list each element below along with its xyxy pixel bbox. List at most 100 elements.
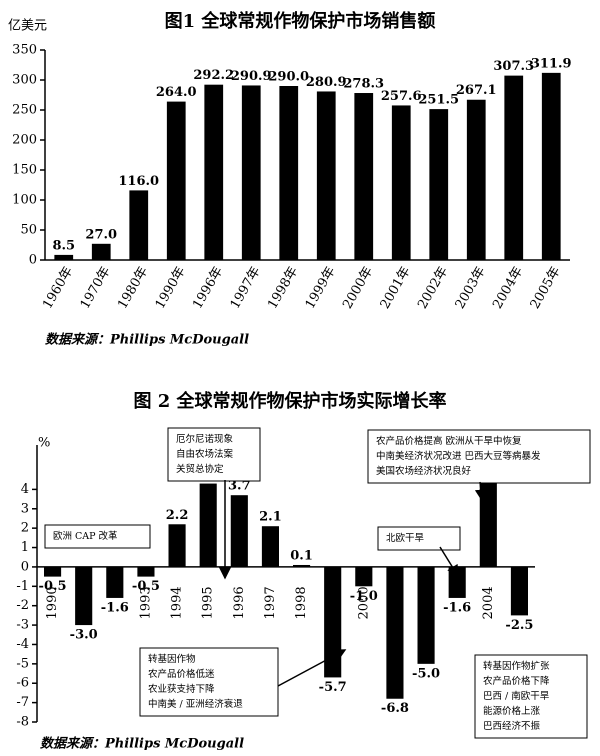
annotation-box: [474, 654, 588, 739]
value-label: 251.5: [418, 93, 459, 108]
annotation-box: [167, 427, 261, 482]
value-label: -0.5: [39, 579, 67, 594]
value-label: 3.7: [228, 479, 251, 494]
y-tick-label: 250: [12, 103, 37, 118]
x-tick-label: 1998: [294, 586, 309, 619]
annotation-text: 农产品价格低迷: [148, 668, 215, 680]
annotation-text: 欧洲 CAP 改革: [53, 530, 118, 542]
bar: [75, 566, 93, 626]
annotation-arrow: [474, 481, 487, 502]
value-label: 257.6: [381, 89, 422, 104]
x-tick-label: 1960年: [40, 264, 76, 311]
y-tick-label: 2: [21, 521, 29, 536]
bar: [54, 254, 74, 260]
bar: [44, 566, 62, 577]
source: 数据来源：Phillips McDougall: [40, 736, 244, 752]
x-tick-label: 2004: [481, 586, 496, 619]
bar: [166, 101, 186, 260]
bar: [541, 72, 561, 260]
y-tick-label: 4: [21, 482, 29, 497]
y-tick-label: 1: [21, 540, 29, 555]
annotation-text: 转基因作物扩张: [483, 660, 550, 672]
x-tick-label: 1995: [201, 586, 216, 619]
value-label: -5.7: [319, 680, 347, 695]
value-label: 290.9: [231, 69, 272, 84]
y-axis-label: 亿美元: [8, 19, 47, 34]
annotation-text: 巴西 / 南欧干旱: [483, 690, 550, 702]
bar: [261, 526, 279, 567]
value-label: 264.0: [156, 85, 197, 100]
bar: [279, 86, 299, 260]
bar: [504, 75, 524, 261]
y-tick-label: 300: [12, 73, 37, 88]
y-tick-label: -3: [16, 618, 29, 633]
bar: [324, 566, 342, 678]
annotation-text: 转基因作物: [148, 653, 196, 665]
value-label: 311.9: [531, 56, 572, 71]
y-tick-label: -8: [16, 715, 29, 730]
bar: [199, 483, 217, 567]
x-tick-label: 1996年: [190, 264, 226, 311]
annotation-text: 中南美 / 亚洲经济衰退: [148, 698, 243, 710]
bar: [106, 566, 124, 598]
x-tick-label: 1993: [138, 586, 153, 619]
x-tick-label: 1990年: [153, 264, 189, 311]
value-label: 8.5: [52, 238, 75, 253]
y-tick-label: -5: [16, 656, 29, 671]
y-tick-label: 200: [12, 133, 37, 148]
x-tick-label: 2003年: [453, 264, 489, 311]
x-tick-label: 1980年: [115, 264, 151, 311]
value-label: 267.1: [456, 83, 497, 98]
annotation-text: 中南美经济状况改进 巴西大豆等病暴发: [376, 450, 541, 462]
value-label: 280.9: [306, 75, 347, 90]
value-label: 27.0: [85, 227, 117, 242]
x-tick-label: 1998年: [265, 264, 301, 311]
value-label: -6.8: [381, 701, 409, 716]
y-tick-label: 3: [21, 501, 29, 516]
x-tick-label: 2000年: [340, 264, 376, 311]
value-label: -1.6: [101, 600, 129, 615]
chart-title: 图 2 全球常规作物保护市场实际增长率: [133, 390, 446, 412]
bar: [391, 105, 411, 260]
y-tick-label: 350: [12, 43, 37, 58]
value-label: 0.1: [290, 548, 313, 563]
bar: [386, 566, 404, 699]
y-tick-label: -6: [16, 676, 29, 691]
value-label: -3.0: [70, 628, 98, 643]
value-label: 290.0: [268, 70, 309, 85]
x-tick-label: 1997: [263, 586, 278, 619]
bar: [129, 190, 149, 260]
y-axis-label: %: [38, 436, 50, 451]
y-tick-label: 0: [21, 559, 29, 574]
y-tick-label: 50: [20, 223, 37, 238]
annotation-text: 北欧干旱: [386, 532, 425, 544]
bar: [429, 109, 449, 260]
value-label: 2.2: [166, 508, 189, 523]
annotation-text: 能源价格上涨: [483, 705, 541, 717]
x-tick-label: 2000: [356, 586, 371, 619]
annotation-text: 农产品价格提高 欧洲从干旱中恢复: [376, 435, 522, 447]
x-tick-label: 2001年: [378, 264, 414, 311]
x-tick-label: 2002年: [415, 264, 451, 311]
annotation-box: [367, 429, 591, 484]
annotation-text: 自由农场法案: [176, 448, 234, 460]
y-tick-label: -1: [16, 579, 29, 594]
bar: [293, 564, 311, 567]
annotation-text: 农业获支持下降: [148, 683, 215, 695]
x-tick-label: 1990: [45, 586, 60, 619]
y-tick-label: -2: [16, 598, 29, 613]
annotation-text: 巴西经济不振: [483, 720, 541, 732]
bar: [230, 495, 248, 567]
annotation-arrow: [277, 649, 347, 687]
annotation-text: 农产品价格下降: [483, 675, 550, 687]
value-label: -0.5: [132, 579, 160, 594]
bar: [466, 99, 486, 261]
bar: [510, 566, 528, 616]
chart-title: 图1 全球常规作物保护市场销售额: [165, 10, 436, 32]
value-label: 292.2: [193, 68, 234, 83]
annotation-arrow: [439, 546, 459, 578]
x-tick-label: 1994: [170, 586, 185, 619]
y-tick-label: 0: [29, 253, 37, 268]
bar: [316, 91, 336, 261]
annotation-box: [44, 524, 151, 549]
